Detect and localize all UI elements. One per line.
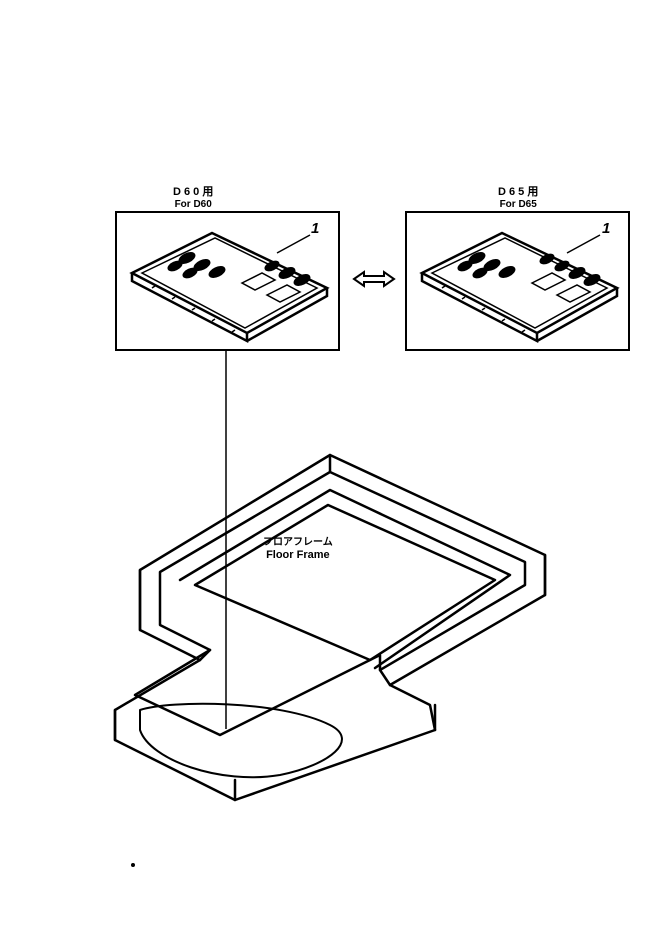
floor-frame-drawing: [80, 400, 590, 810]
technical-diagram: D 6 0 用 For D60 D 6 5 用 For D65: [0, 0, 669, 930]
dot-mark: [130, 862, 136, 868]
